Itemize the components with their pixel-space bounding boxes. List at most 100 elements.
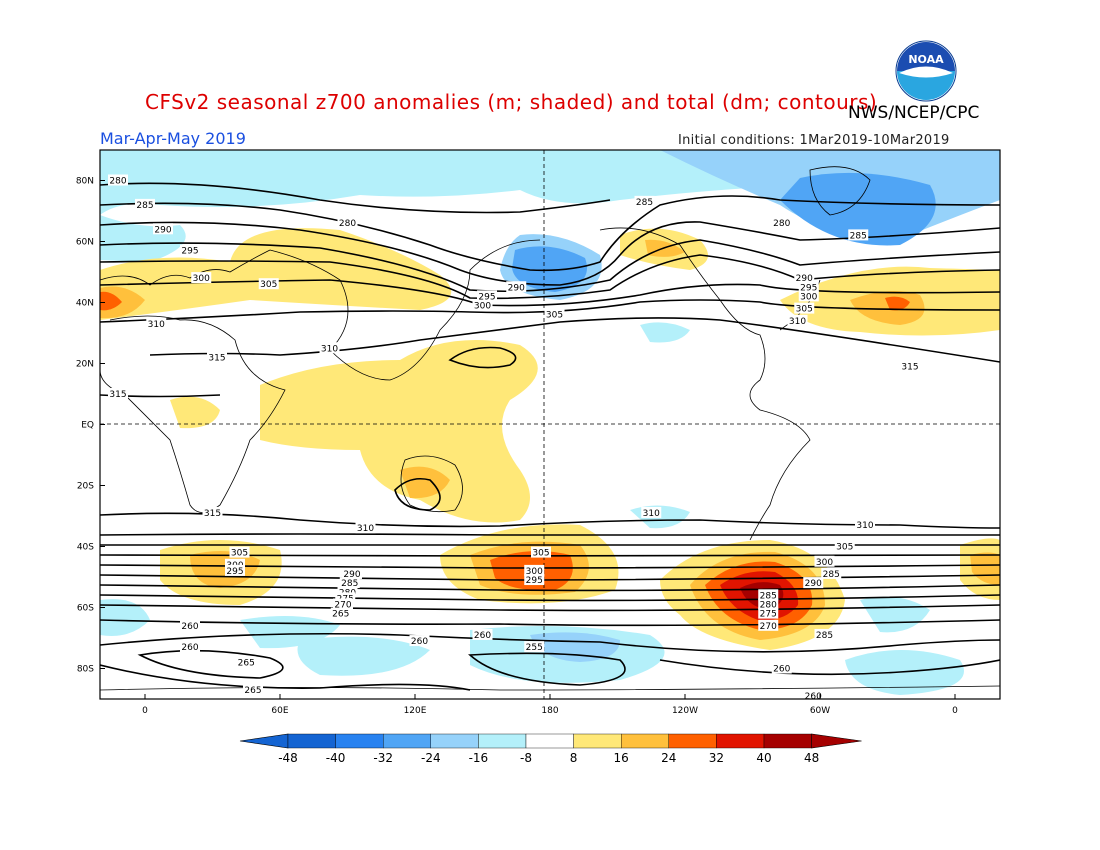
contour-label: 285 [848,229,869,241]
contour-label-text: 310 [321,344,338,354]
contour-label: 300 [814,555,835,568]
contour-label-text: 310 [789,317,806,327]
colorbar-segment [716,733,765,749]
contour-label: 260 [771,662,792,675]
lon-label: 60W [810,706,830,716]
contour-label: 265 [330,607,351,620]
contour-label: 295 [524,574,545,586]
contour-label-text: 295 [526,576,543,586]
contour-label-text: 280 [109,177,126,187]
contour-label-text: 290 [805,579,822,589]
contour-label-text: 295 [478,292,495,302]
contour-label: 265 [243,683,263,696]
colorbar-tick-label: -32 [373,751,393,765]
contour-label: 280 [337,217,358,229]
noaa-logo: NOAA [895,40,957,102]
contour-label-text: 295 [226,567,243,577]
longitude-axis: 0 60E 120E 180 120W 60W 0 [142,694,958,716]
contour-label-text: 305 [231,549,248,559]
contour-label: 290 [153,223,173,235]
contour-label: 280 [108,174,128,187]
contour-label-text: 315 [204,509,221,519]
contour-label-text: 285 [341,579,358,589]
colorbar-segment [763,733,812,749]
colorbar-tick-label: 8 [570,751,578,765]
contour-label: 305 [531,546,551,559]
contour-label: 315 [202,506,223,519]
colorbar-high-arrow [811,733,862,749]
contour-label-text: 255 [526,643,543,653]
contour-label: 300 [472,299,493,312]
agency-label: NWS/NCEP/CPC [848,103,980,123]
colorbar-tick-label: -16 [469,751,489,765]
contour-label-text: 305 [796,305,813,315]
lon-label: 120W [672,706,698,716]
colorbar-segment [335,733,384,749]
contour-label-text: 315 [208,353,225,363]
contour-label: 285 [135,198,155,211]
contour-label: 305 [258,278,279,290]
lon-label: 0 [952,706,958,716]
contour-label-text: 280 [773,219,790,229]
contour-label-text: 260 [181,622,198,632]
contour-label-text: 265 [244,686,261,696]
contour-label: 290 [803,577,824,589]
lat-label: 40N [76,299,94,309]
lat-label: 80N [76,177,94,187]
colorbar-segment [430,733,479,749]
contour-label: 295 [225,564,245,577]
colorbar-tick-label: -40 [326,751,346,765]
lat-label: 60S [77,604,94,614]
colorbar-segment [287,733,336,749]
contour-label: 310 [855,519,875,531]
contour-label: 300 [191,272,212,284]
latitude-axis: 80N 60N 40N 20N EQ 20S 40S 60S 80S [76,177,105,675]
contour-label-text: 290 [154,225,171,235]
map-title: CFSv2 seasonal z700 anomalies (m; shaded… [145,90,878,114]
contour-label: 285 [758,589,779,601]
lon-label: 120E [404,706,427,716]
contour-label-text: 265 [238,658,255,668]
colorbar-tick-label: 24 [661,751,676,765]
contour-label-text: 285 [850,231,867,241]
contour-label-text: 290 [508,283,525,293]
contour-label: 305 [794,302,815,315]
colorbar-low-arrow [239,733,289,749]
contour-label-text: 270 [334,600,351,610]
lat-label: 20S [77,482,94,492]
contour-label-text: 300 [193,274,210,284]
colorbar-segment [668,733,717,749]
contour-label-text: 290 [796,274,813,284]
lat-label: EQ [81,421,94,431]
contour-label-text: 295 [800,283,817,293]
colorbar-segment [621,733,670,749]
contour-label: 315 [108,388,128,400]
contour-label: 260 [180,641,200,653]
lon-label: 60E [271,706,288,716]
contour-label: 305 [229,546,250,559]
colorbar-tick-label: -24 [421,751,441,765]
contour-label: 295 [180,244,200,257]
season-label: Mar-Apr-May 2019 [100,129,246,148]
contour-label: 290 [506,281,527,293]
contour-label-text: 260 [474,631,491,641]
colorbar-segment [478,733,527,749]
contour-label: 295 [798,281,819,293]
contour-label: 295 [477,290,497,302]
contour-label-text: 260 [411,637,428,647]
contour-label-text: 260 [805,692,822,702]
contour-label: 305 [544,308,565,321]
contour-label: 310 [319,342,340,354]
contour-label: 305 [834,540,855,553]
contour-label-text: 305 [546,311,563,321]
contour-label: 270 [758,619,779,632]
contour-label-text: 315 [109,390,126,400]
contour-label-text: 305 [260,280,277,290]
colorbar-tick-label: 16 [614,751,629,765]
contour-label: 275 [758,607,779,620]
contour-label-text: 300 [800,292,817,302]
contour-label: 285 [634,195,655,208]
colorbar-tick-label: 48 [804,751,819,765]
contour-label: 280 [771,217,792,229]
